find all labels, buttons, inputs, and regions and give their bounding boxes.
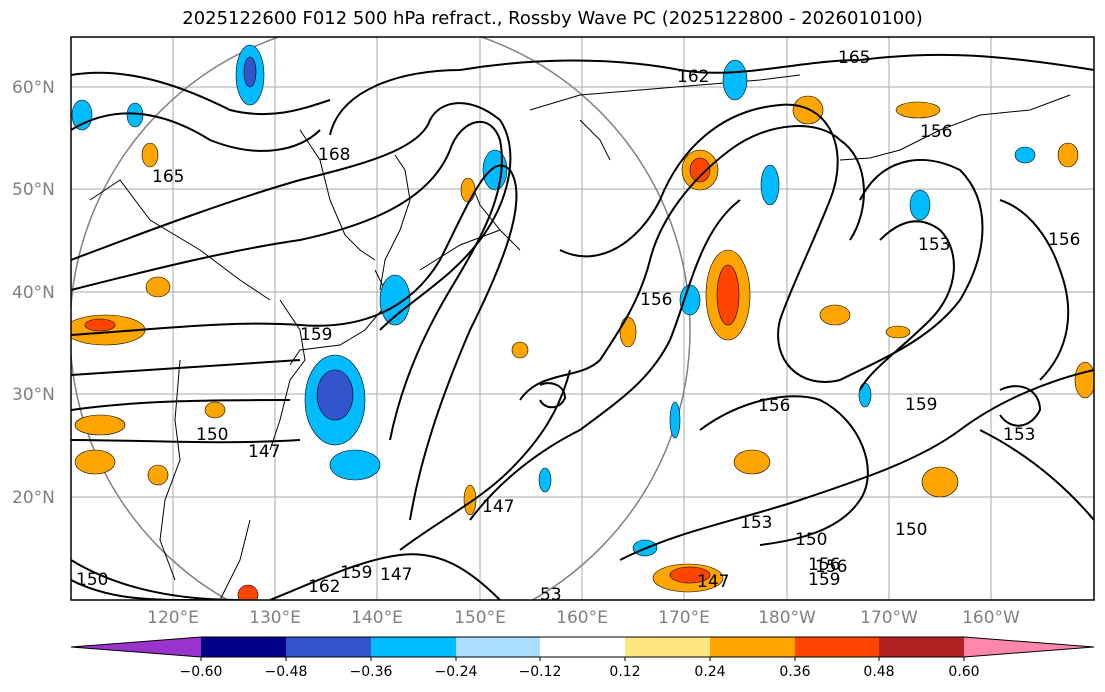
contour-label: 156	[920, 122, 952, 142]
contour-label: 156	[758, 396, 790, 416]
contour-label: 153	[1003, 425, 1035, 445]
contour-label: 159	[340, 563, 372, 583]
contour-label: 150	[895, 520, 927, 540]
colorbar-bin	[964, 637, 1094, 657]
lat-label: 30°N	[12, 385, 55, 405]
colorbar-tick-label: 0.60	[948, 664, 979, 680]
longitude-labels: 120°E 130°E 140°E 150°E 160°E 170°E 180°…	[147, 608, 1020, 628]
contour-label: 165	[838, 48, 870, 68]
colorbar-tick-label: 0.12	[609, 664, 640, 680]
map-title: 2025122600 F012 500 hPa refract., Rossby…	[182, 8, 923, 29]
colorbar-bin	[456, 637, 540, 657]
lon-label: 170°E	[658, 608, 710, 628]
anomaly-patches	[71, 44, 1094, 600]
lon-label: 170°W	[860, 608, 918, 628]
lat-label: 20°N	[12, 488, 55, 508]
colorbar-ticks	[200, 657, 965, 661]
colorbar-tick-label: −0.60	[180, 664, 223, 680]
lon-label: 160°E	[556, 608, 608, 628]
contour-label: 53	[540, 585, 562, 605]
contour-label: 162	[677, 67, 709, 87]
colorbar-bin	[201, 637, 286, 657]
lon-label: 160°W	[962, 608, 1020, 628]
colorbar-tick-label: 0.48	[863, 664, 894, 680]
contour-label: 156	[808, 555, 840, 575]
contour-labels: 165 162 156 165 168 153 156 159 156 156 …	[76, 48, 1080, 605]
contour-label: 159	[808, 570, 840, 590]
lon-label: 120°E	[147, 608, 199, 628]
colorbar-bin	[540, 637, 625, 657]
reference-circle	[71, 37, 691, 600]
colorbar-bin	[71, 637, 201, 657]
contour-label: 147	[380, 565, 412, 585]
map-frame	[70, 36, 1095, 601]
contour-label: 156	[815, 557, 847, 577]
colorbar-tick-label: 0.24	[694, 664, 725, 680]
colorbar-tick-label: −0.24	[435, 664, 478, 680]
contour-label: 159	[300, 325, 332, 345]
contour-label: 168	[318, 145, 350, 165]
colorbar-bin	[286, 637, 371, 657]
contour-label: 156	[1048, 230, 1080, 250]
contour-label: 147	[248, 442, 280, 462]
lat-label: 50°N	[12, 180, 55, 200]
colorbar-bin	[371, 637, 456, 657]
contour-label: 147	[482, 497, 514, 517]
colorbar-tick-label: −0.48	[265, 664, 308, 680]
colorbar-tick-label: 0.36	[779, 664, 810, 680]
contour-label: 150	[795, 530, 827, 550]
map-panel: 165 162 156 165 168 153 156 159 156 156 …	[71, 37, 1094, 605]
lon-label: 130°E	[249, 608, 301, 628]
contour-label: 150	[196, 425, 228, 445]
colorbar-bin	[879, 637, 964, 657]
contour-label: 150	[76, 570, 108, 590]
lon-label: 150°E	[454, 608, 506, 628]
colorbar-tick-label: −0.12	[519, 664, 562, 680]
refractivity-contours	[71, 53, 1094, 600]
colorbar-labels: −0.60 −0.48 −0.36 −0.24 −0.12 0.12 0.24 …	[180, 664, 980, 680]
lon-label: 140°E	[351, 608, 403, 628]
lat-label: 60°N	[12, 78, 55, 98]
colorbar-bin	[710, 637, 795, 657]
lon-label: 180°W	[758, 608, 816, 628]
contour-label: 153	[740, 513, 772, 533]
colorbar: −0.60 −0.48 −0.36 −0.24 −0.12 0.12 0.24 …	[70, 636, 1095, 680]
contour-label: 165	[152, 167, 184, 187]
contour-label: 156	[640, 290, 672, 310]
contour-label: 162	[308, 577, 340, 597]
contour-label: 153	[918, 235, 950, 255]
colorbar-tick-label: −0.36	[350, 664, 393, 680]
contour-label: 147	[697, 572, 729, 592]
colorbar-bin	[795, 637, 879, 657]
lat-label: 40°N	[12, 283, 55, 303]
latitude-labels: 60°N 50°N 40°N 30°N 20°N	[12, 78, 55, 508]
colorbar-bin	[625, 637, 710, 657]
contour-label: 159	[905, 395, 937, 415]
